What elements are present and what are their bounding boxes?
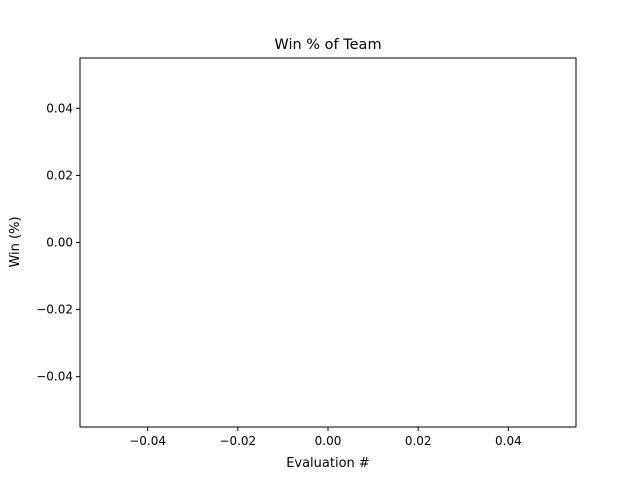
y-axis-ticks: 0.04 0.02 0.00 −0.02 −0.04 xyxy=(36,101,80,384)
y-tick-label: 0.04 xyxy=(46,101,73,115)
chart-title: Win % of Team xyxy=(274,37,381,53)
x-tick-label: −0.04 xyxy=(129,434,166,448)
x-tick-label: 0.00 xyxy=(315,434,342,448)
y-tick-label: 0.00 xyxy=(46,236,73,250)
y-tick-label: −0.02 xyxy=(36,303,73,317)
x-axis-label: Evaluation # xyxy=(286,456,370,471)
x-tick-label: −0.02 xyxy=(219,434,256,448)
y-tick-label: −0.04 xyxy=(36,370,73,384)
y-axis-label: Win (%) xyxy=(8,216,23,267)
x-tick-label: 0.02 xyxy=(405,434,432,448)
y-tick-label: 0.02 xyxy=(46,168,73,182)
x-axis-ticks: −0.04 −0.02 0.00 0.02 0.04 xyxy=(129,427,522,448)
plot-area xyxy=(79,57,577,428)
x-tick-label: 0.04 xyxy=(495,434,522,448)
